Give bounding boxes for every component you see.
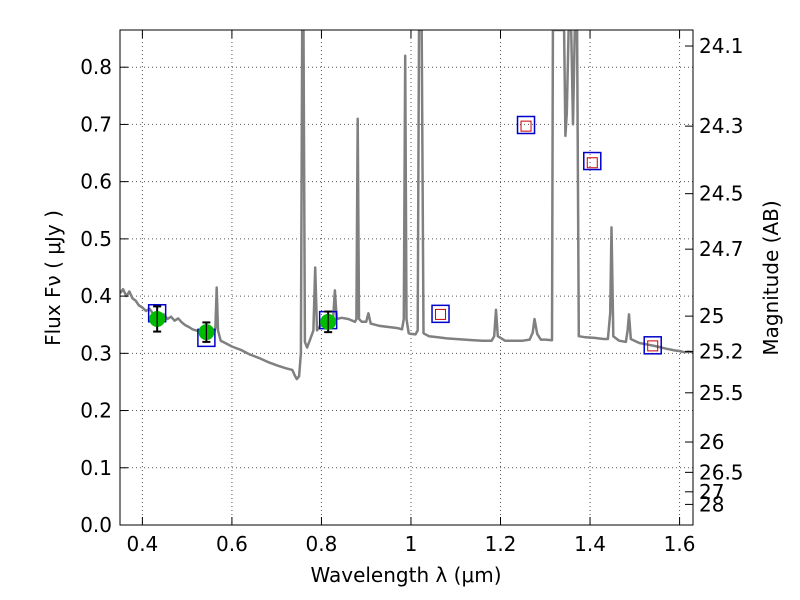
right-tick-label: 26.5 (699, 460, 744, 484)
photometry-layer (147, 115, 662, 355)
y-tick-label: 0.7 (80, 112, 112, 136)
right-tick-label: 24.5 (699, 182, 744, 206)
right-tick-label: 28 (699, 492, 724, 516)
plot-frame (119, 29, 694, 526)
right-tick-label: 25.2 (699, 340, 744, 364)
right-tick-label: 24.1 (699, 34, 744, 58)
y-tick-label: 0.3 (80, 341, 112, 365)
y-tick-label: 0.5 (80, 227, 112, 251)
right-tick-label: 25 (699, 304, 724, 328)
predicted-flux-marker (586, 157, 598, 169)
x-tick-label: 1.2 (485, 532, 517, 556)
right-tick-label: 27 (699, 480, 724, 504)
predicted-flux-marker (435, 308, 447, 320)
x-tick-label: 0.4 (126, 532, 158, 556)
y-tick-label: 0.4 (80, 284, 112, 308)
x-axis-label: Wavelength λ (μm) (310, 563, 501, 587)
y-tick-label: 0.1 (80, 456, 112, 480)
model-flux-box (431, 304, 450, 324)
x-tick-label: 1.6 (664, 532, 696, 556)
right-tick-label: 24.7 (699, 237, 744, 261)
y-axis-label: Flux Fν ( μJy ) (41, 210, 65, 346)
x-tick-label: 0.8 (306, 532, 338, 556)
predicted-flux-marker (520, 120, 532, 132)
model-flux-box (583, 151, 602, 171)
x-tick-label: 1.4 (574, 532, 606, 556)
grid-lines (120, 30, 693, 526)
right-axis-label: Magnitude (AB) (759, 200, 783, 355)
y-tick-label: 0.0 (80, 513, 112, 537)
y-tick-label: 0.6 (80, 170, 112, 194)
predicted-flux-marker (647, 340, 659, 352)
right-tick-label: 24.3 (699, 114, 744, 138)
model-flux-box (643, 336, 662, 355)
right-tick-label: 25.5 (699, 381, 744, 405)
model-flux-box (516, 115, 536, 135)
x-tick-label: 0.6 (216, 532, 248, 556)
right-tick-label: 26 (699, 430, 724, 454)
y-tick-label: 0.2 (80, 399, 112, 423)
y-tick-label: 0.8 (80, 55, 112, 79)
axis-ticks: 0.4 0.6 0.8 1 1.2 1.4 1.6 0.0 0.1 0.2 0.3 0.4 0.5 0.6… (80, 30, 744, 556)
x-tick-label: 1 (405, 532, 418, 556)
